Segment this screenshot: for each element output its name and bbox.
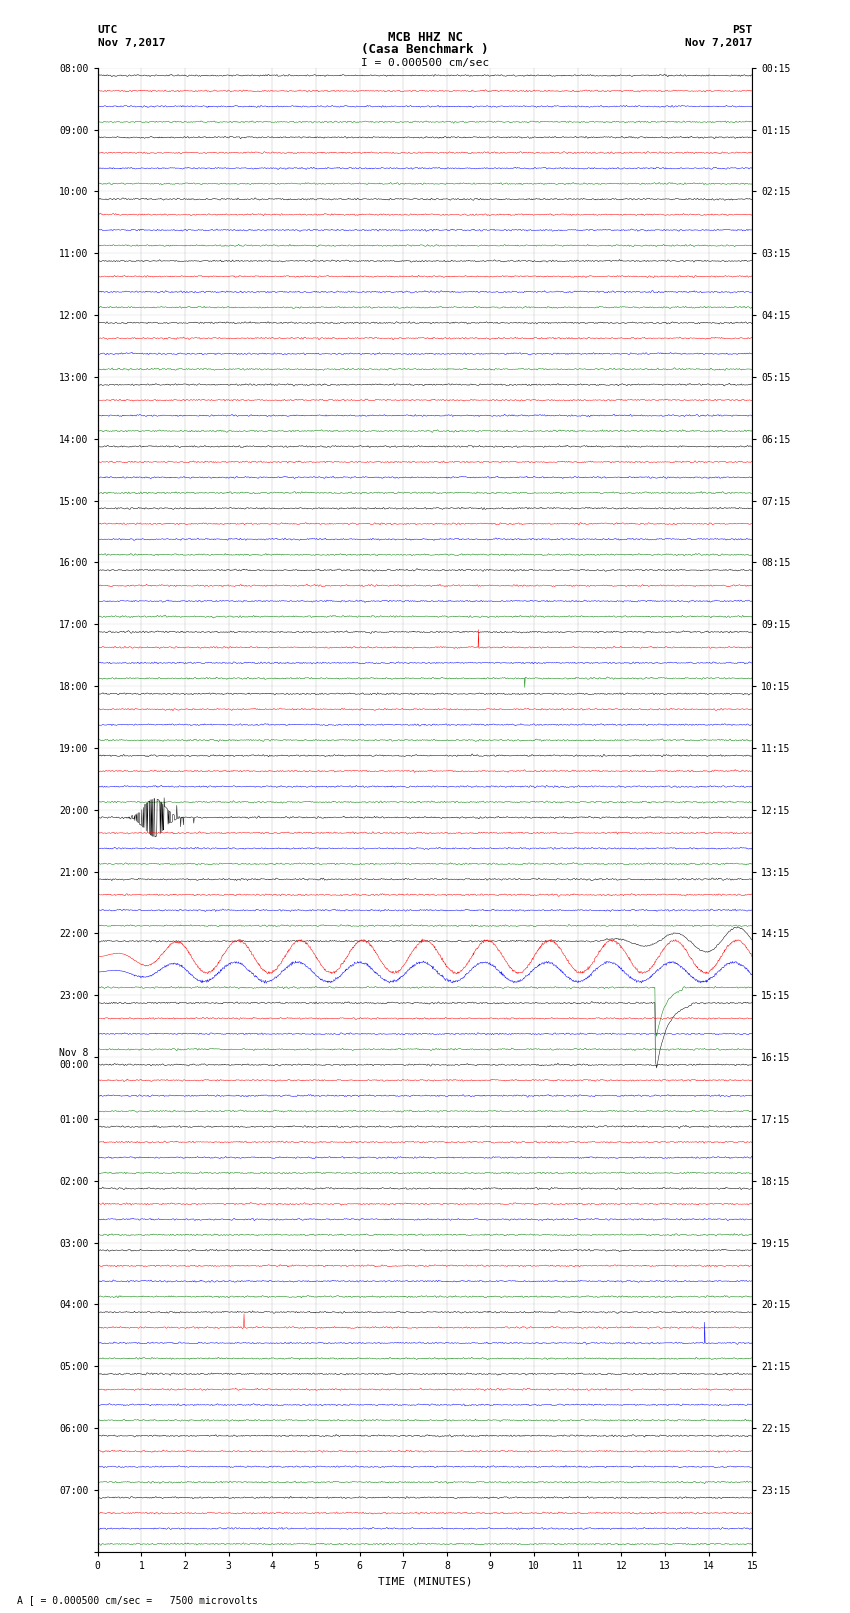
Text: UTC: UTC — [98, 26, 118, 35]
Text: PST: PST — [732, 26, 752, 35]
X-axis label: TIME (MINUTES): TIME (MINUTES) — [377, 1576, 473, 1586]
Text: A [ = 0.000500 cm/sec =   7500 microvolts: A [ = 0.000500 cm/sec = 7500 microvolts — [17, 1595, 258, 1605]
Text: MCB HHZ NC: MCB HHZ NC — [388, 31, 462, 44]
Text: (Casa Benchmark ): (Casa Benchmark ) — [361, 44, 489, 56]
Text: Nov 7,2017: Nov 7,2017 — [98, 39, 165, 48]
Text: Nov 7,2017: Nov 7,2017 — [685, 39, 752, 48]
Text: I = 0.000500 cm/sec: I = 0.000500 cm/sec — [361, 58, 489, 68]
